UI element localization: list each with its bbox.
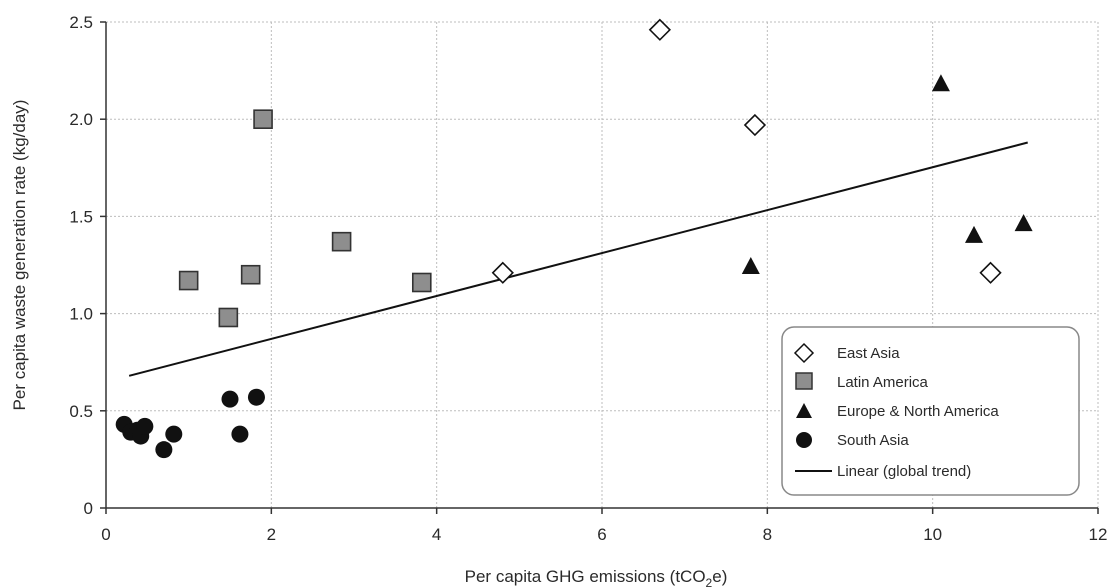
trendline	[128, 141, 1028, 377]
legend-label-east-asia: East Asia	[837, 345, 900, 362]
legend-label-south-asia: South Asia	[837, 432, 909, 449]
data-point-south-asia	[221, 390, 239, 408]
legend-box	[781, 326, 1080, 496]
data-point-east-asia	[743, 113, 767, 137]
tick-labels: 0 2 4 6 8 10 12 0 0.5 1.0 1.5 2.0 2.5	[69, 13, 1107, 544]
data-point-latin-america	[240, 264, 261, 285]
y-tick-label: 2.5	[69, 13, 93, 32]
x-tick-label: 2	[267, 525, 276, 544]
data-point-latin-america	[178, 270, 199, 291]
data-point-europe-north-america	[741, 256, 760, 274]
data-point-europe-north-america	[1014, 214, 1033, 232]
legend-label-latin-america: Latin America	[837, 374, 929, 391]
data-point-east-asia	[648, 18, 671, 41]
data-point-south-asia	[136, 417, 154, 435]
x-tick-label: 10	[923, 525, 942, 544]
x-tick-label: 4	[432, 525, 441, 544]
data-point-south-asia	[155, 441, 173, 459]
data-point-south-asia	[165, 425, 183, 443]
x-tick-label: 6	[597, 525, 606, 544]
legend-label-europe-north-america: Europe & North America	[837, 403, 999, 420]
x-axis-label-suffix: e)	[712, 567, 727, 586]
data-point-latin-america	[331, 231, 352, 252]
data-point-latin-america	[218, 307, 239, 328]
x-axis-label: Per capita GHG emissions (tCO2e)	[465, 567, 728, 588]
trendline-layer	[128, 141, 1028, 377]
legend-circle-icon	[796, 432, 812, 448]
y-tick-label: 0.5	[69, 402, 93, 421]
legend-triangle-icon	[796, 403, 812, 418]
y-tick-label: 0	[84, 499, 93, 518]
data-point-latin-america	[411, 272, 432, 293]
data-point-east-asia	[979, 261, 1002, 284]
data-point-latin-america	[253, 109, 273, 129]
x-tick-label: 12	[1089, 525, 1108, 544]
x-axis-label-prefix: Per capita GHG emissions (tCO	[465, 567, 706, 586]
data-points	[115, 18, 1033, 459]
legend-label-linear-trend: Linear (global trend)	[837, 463, 971, 480]
data-point-europe-north-america	[931, 74, 950, 92]
legend: East Asia Latin America Europe & North A…	[781, 326, 1080, 496]
data-point-south-asia	[247, 388, 265, 406]
data-point-east-asia	[491, 261, 514, 284]
axes	[100, 21, 1099, 514]
y-tick-label: 1.0	[69, 305, 93, 324]
x-tick-label: 8	[763, 525, 772, 544]
y-axis-label: Per capita waste generation rate (kg/day…	[10, 100, 29, 411]
data-point-south-asia	[231, 425, 249, 443]
x-tick-label: 0	[101, 525, 110, 544]
y-tick-label: 1.5	[69, 207, 93, 226]
y-tick-label: 2.0	[69, 110, 93, 129]
x-axis-label-subscript: 2	[706, 576, 713, 588]
legend-square-icon	[795, 372, 813, 390]
legend-diamond-icon	[793, 342, 815, 364]
data-point-europe-north-america	[965, 225, 983, 243]
